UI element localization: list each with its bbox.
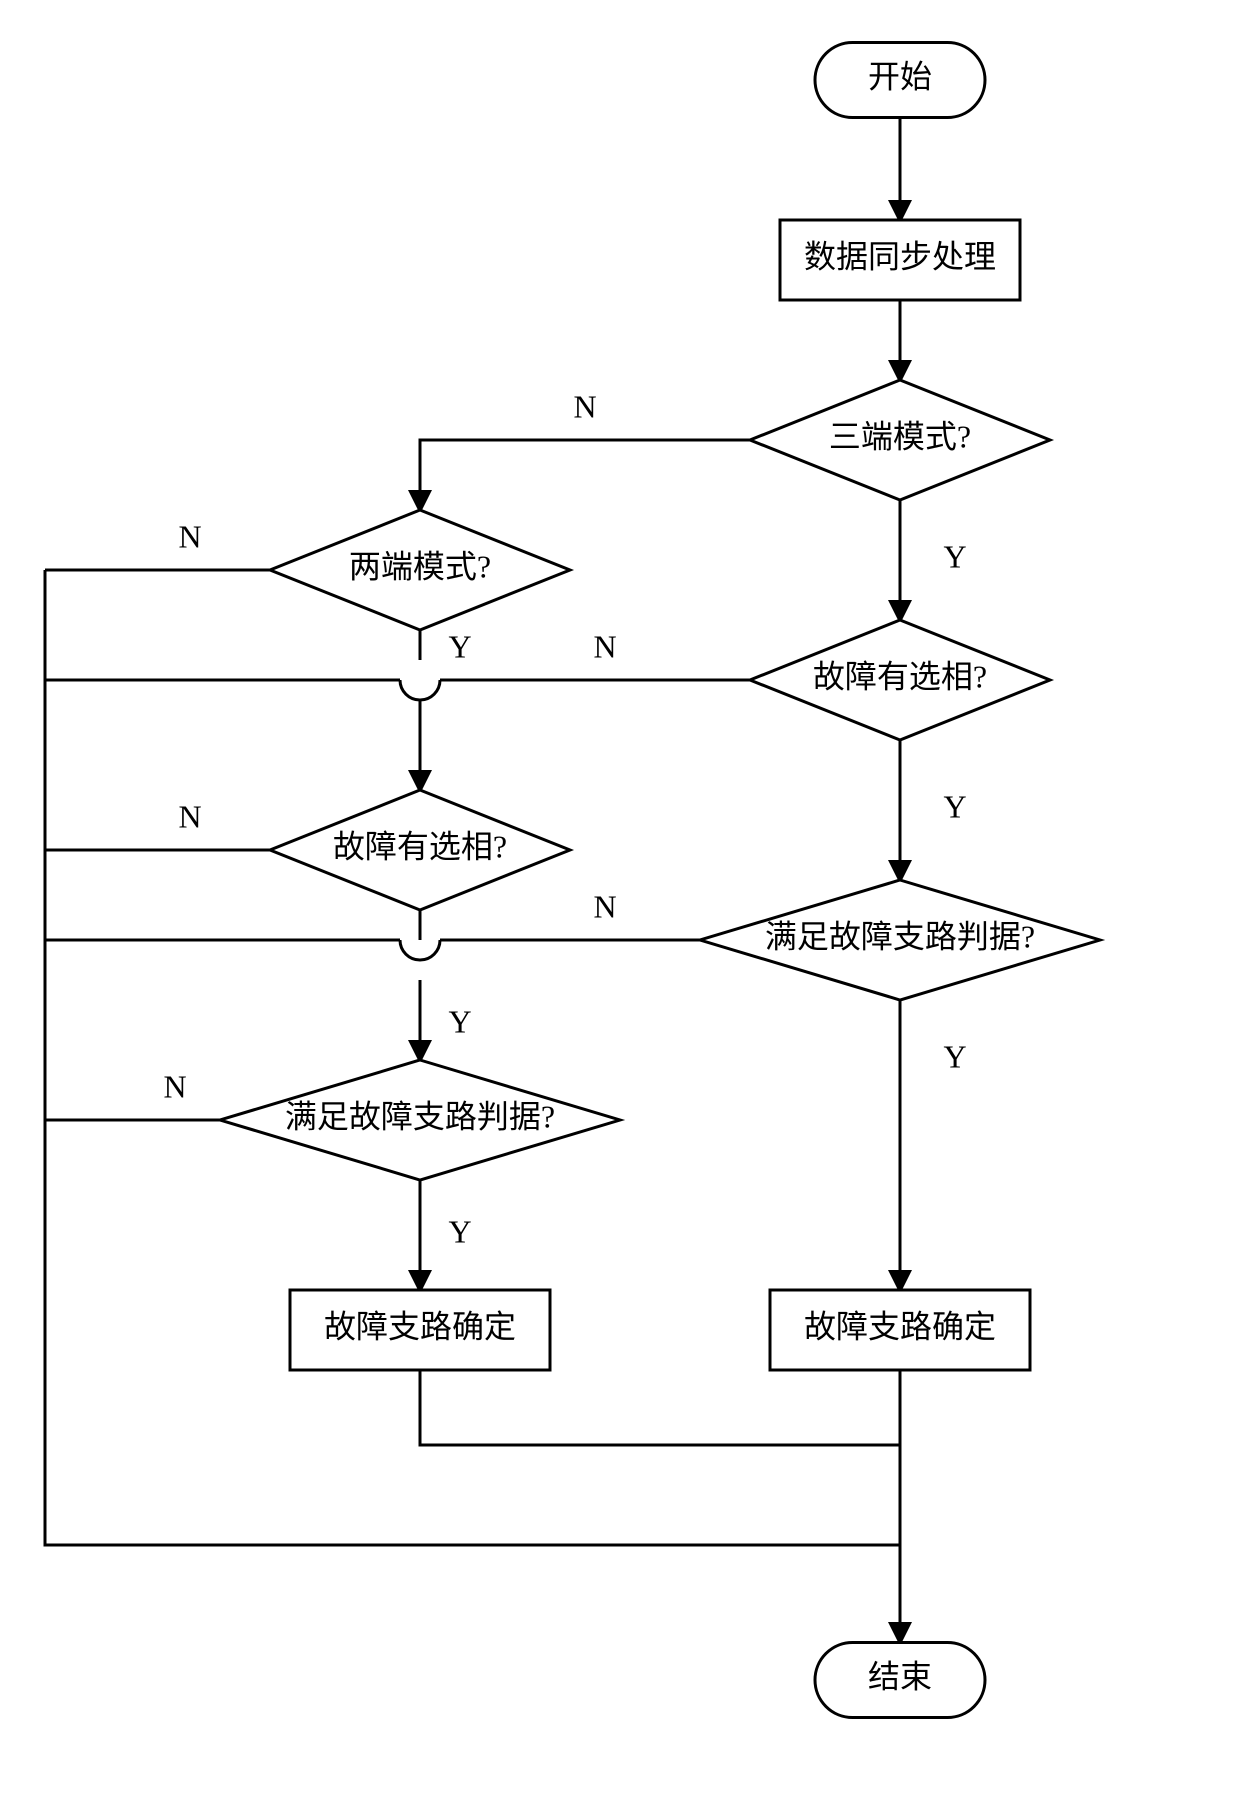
node-label: 满足故障支路判据? (765, 918, 1035, 954)
node-label: 开始 (868, 58, 932, 94)
node-label: 数据同步处理 (804, 238, 996, 274)
hop-arc (400, 940, 440, 960)
node-box_l: 故障支路确定 (290, 1290, 550, 1370)
edge-label: Y (943, 1038, 966, 1074)
edge-label: Y (943, 538, 966, 574)
node-d_crit_r: 满足故障支路判据? (700, 880, 1100, 1000)
node-d_two: 两端模式? (270, 510, 570, 630)
edge (420, 440, 750, 510)
edge-label: N (593, 628, 616, 664)
node-end: 结束 (815, 1643, 985, 1718)
edge-label: Y (448, 1213, 471, 1249)
node-box_r: 故障支路确定 (770, 1290, 1030, 1370)
node-label: 结束 (868, 1658, 932, 1694)
hop-arc (400, 680, 440, 700)
node-label: 三端模式? (829, 418, 971, 454)
node-d_three: 三端模式? (750, 380, 1050, 500)
node-start: 开始 (815, 43, 985, 118)
node-label: 故障有选相? (813, 658, 987, 694)
edge-label: N (593, 888, 616, 924)
node-label: 故障有选相? (333, 828, 507, 864)
node-d_sel_l: 故障有选相? (270, 790, 570, 910)
node-label: 故障支路确定 (804, 1308, 996, 1344)
node-d_sel_r: 故障有选相? (750, 620, 1050, 740)
node-label: 满足故障支路判据? (285, 1098, 555, 1134)
node-d_crit_l: 满足故障支路判据? (220, 1060, 620, 1180)
edge (420, 1370, 900, 1445)
edge-label: Y (943, 788, 966, 824)
edge-label: N (573, 388, 596, 424)
edge-label: N (178, 798, 201, 834)
node-sync: 数据同步处理 (780, 220, 1020, 300)
edge-label: N (163, 1068, 186, 1104)
node-label: 故障支路确定 (324, 1308, 516, 1344)
node-label: 两端模式? (349, 548, 491, 584)
edge-label: N (178, 518, 201, 554)
edge-label: Y (448, 628, 471, 664)
edge-label: Y (448, 1003, 471, 1039)
